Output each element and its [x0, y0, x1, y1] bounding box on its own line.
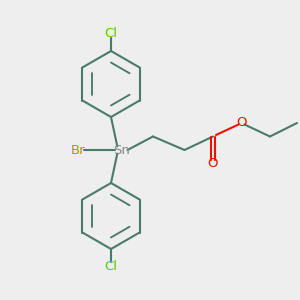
Text: Br: Br — [71, 143, 85, 157]
Text: Cl: Cl — [104, 260, 118, 273]
Text: Sn: Sn — [113, 143, 130, 157]
Text: O: O — [236, 116, 247, 130]
Text: O: O — [208, 157, 218, 170]
Text: Cl: Cl — [104, 27, 118, 40]
